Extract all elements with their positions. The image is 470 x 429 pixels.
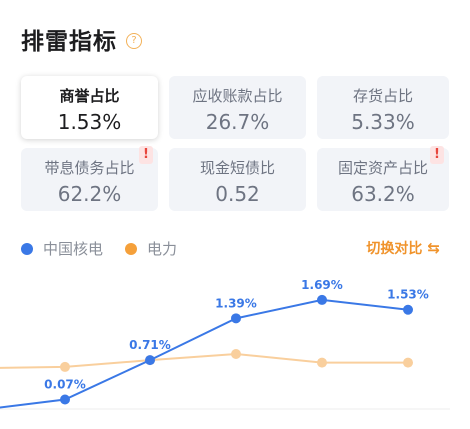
- data-label: 1.53%: [387, 288, 429, 302]
- legend-label: 中国核电: [43, 240, 104, 258]
- metric-label: 商誉占比: [59, 87, 120, 105]
- legend-dot-icon: [125, 242, 138, 255]
- metric-value: 26.7%: [205, 110, 270, 134]
- metric-label: 带息债务占比: [44, 159, 135, 177]
- metric-card-fixed-assets[interactable]: ! 固定资产占比 63.2%: [317, 146, 449, 211]
- legend-item-company[interactable]: 中国核电: [21, 238, 103, 259]
- switch-label: 切换对比: [366, 241, 423, 257]
- switch-icon: ⇆: [427, 239, 440, 257]
- metric-value: 5.33%: [351, 110, 415, 134]
- data-label: 1.69%: [301, 278, 343, 292]
- legend-dot-icon: [21, 242, 33, 255]
- question-circle-icon[interactable]: ?: [126, 33, 142, 49]
- metric-value: 0.52: [215, 182, 260, 206]
- page-title: 排雷指标: [21, 29, 117, 55]
- legend-item-industry[interactable]: 电力: [125, 238, 177, 259]
- line-chart: 0.07% 0.71% 1.39% 1.69% 1.53%: [0, 278, 450, 410]
- data-point[interactable]: [231, 313, 241, 324]
- data-label: 0.71%: [129, 338, 171, 352]
- data-point[interactable]: [145, 355, 155, 366]
- warning-icon: !: [430, 146, 444, 164]
- data-point[interactable]: [231, 348, 241, 359]
- series-line-0: [0, 298, 409, 409]
- section-header: 排雷指标 ?: [21, 22, 142, 56]
- metric-value: 63.2%: [351, 182, 415, 206]
- legend-label: 电力: [147, 240, 178, 258]
- data-point[interactable]: [317, 357, 327, 368]
- data-point[interactable]: [60, 394, 70, 405]
- data-point[interactable]: [403, 357, 413, 368]
- data-label: 0.07%: [44, 377, 86, 391]
- data-point[interactable]: [60, 361, 70, 372]
- metric-label: 现金短债比: [199, 159, 275, 177]
- metric-card-goodwill[interactable]: 商誉占比 1.53%: [21, 76, 158, 139]
- series-line-1: [0, 352, 408, 369]
- data-point[interactable]: [403, 304, 413, 315]
- chart-legend: 中国核电 电力: [21, 238, 199, 259]
- switch-compare-button[interactable]: 切换对比 ⇆: [366, 238, 440, 258]
- data-point[interactable]: [317, 294, 327, 305]
- metric-label: 存货占比: [352, 87, 413, 105]
- warning-icon: !: [139, 146, 153, 164]
- metric-card-inventory[interactable]: 存货占比 5.33%: [317, 76, 449, 139]
- metric-value: 1.53%: [57, 110, 122, 134]
- metric-card-receivables[interactable]: 应收账款占比 26.7%: [169, 76, 306, 139]
- data-label: 1.39%: [215, 296, 257, 310]
- metric-label: 应收账款占比: [192, 87, 283, 105]
- metric-card-interest-debt[interactable]: ! 带息债务占比 62.2%: [21, 146, 158, 211]
- metric-value: 62.2%: [57, 182, 122, 206]
- metric-label: 固定资产占比: [337, 159, 428, 177]
- metric-card-cash-short-debt[interactable]: 现金短债比 0.52: [169, 148, 306, 211]
